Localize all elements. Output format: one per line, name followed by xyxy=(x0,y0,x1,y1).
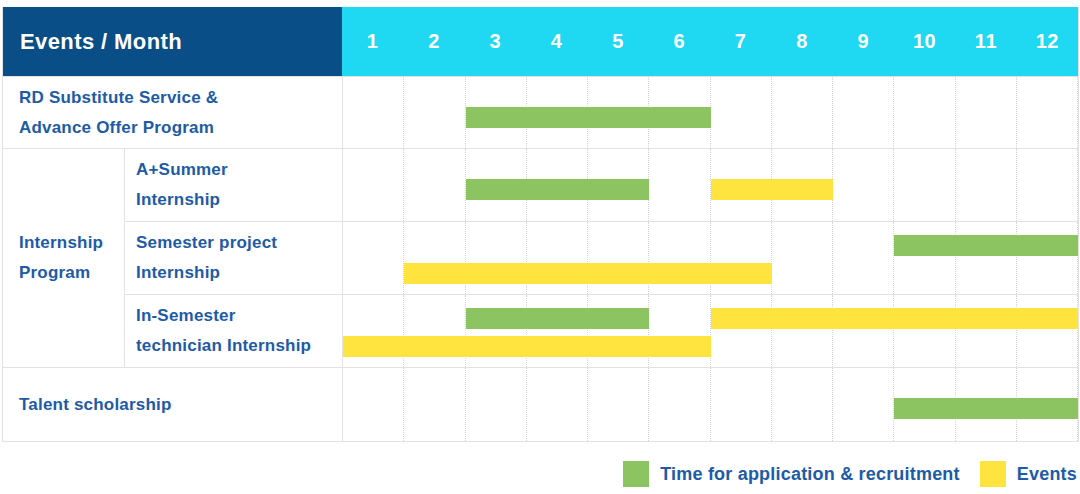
event-bar xyxy=(711,179,834,200)
month-cell xyxy=(956,295,1017,367)
month-cell xyxy=(956,77,1017,148)
row-label-line: Internship xyxy=(136,185,342,215)
corner-header-label: Events / Month xyxy=(20,29,182,55)
row-label-line: Advance Offer Program xyxy=(19,113,342,143)
event-bar xyxy=(711,308,1079,329)
group-label-line: Program xyxy=(19,258,124,288)
month-cell xyxy=(343,149,404,221)
month-cell xyxy=(956,222,1017,294)
month-cell xyxy=(343,368,404,441)
month-cell xyxy=(956,149,1017,221)
gantt-chart: Events / Month 1 2 3 4 5 6 7 8 9 10 11 1… xyxy=(2,7,1079,487)
month-cell xyxy=(894,295,955,367)
corner-header-cell: Events / Month xyxy=(3,7,342,76)
month-header-4: 4 xyxy=(526,7,587,76)
row-label-rd-substitute: RD Substitute Service & Advance Offer Pr… xyxy=(3,76,342,148)
month-cell xyxy=(404,368,465,441)
month-cell xyxy=(772,77,833,148)
row-label-a-plus-summer: A+Summer Internship xyxy=(124,148,342,221)
month-cell xyxy=(404,149,465,221)
group-label-internship-program: Internship Program xyxy=(3,148,124,367)
month-cell xyxy=(711,295,772,367)
month-cell xyxy=(833,222,894,294)
row-label-line: technician Internship xyxy=(136,331,342,361)
legend-item-events: Events xyxy=(980,461,1077,487)
row-label-line: Semester project xyxy=(136,228,342,258)
application-bar xyxy=(894,398,1078,419)
month-header-2: 2 xyxy=(403,7,464,76)
row-label-line: RD Substitute Service & xyxy=(19,83,342,113)
month-cell xyxy=(772,222,833,294)
month-cell xyxy=(894,77,955,148)
row-label-in-semester-technician: In-Semester technician Internship xyxy=(124,294,342,367)
row-label-talent-scholarship: Talent scholarship xyxy=(3,367,342,441)
row-label-semester-project: Semester project Internship xyxy=(124,221,342,294)
month-cell xyxy=(404,77,465,148)
month-header-1: 1 xyxy=(342,7,403,76)
row-months xyxy=(342,221,1078,294)
event-bar xyxy=(343,336,711,357)
application-swatch-icon xyxy=(623,461,649,487)
month-cell xyxy=(833,149,894,221)
legend-item-application: Time for application & recruitment xyxy=(623,461,960,487)
month-header-7: 7 xyxy=(710,7,771,76)
month-cell xyxy=(588,368,649,441)
row-months xyxy=(342,367,1078,441)
month-cell xyxy=(772,368,833,441)
month-cell xyxy=(466,368,527,441)
month-cell xyxy=(1017,149,1078,221)
month-cell xyxy=(1017,77,1078,148)
month-header-12: 12 xyxy=(1017,7,1078,76)
row-label-line: A+Summer xyxy=(136,155,342,185)
month-header-6: 6 xyxy=(649,7,710,76)
month-cell xyxy=(711,368,772,441)
month-cell xyxy=(833,77,894,148)
month-header-8: 8 xyxy=(771,7,832,76)
month-header-row: 1 2 3 4 5 6 7 8 9 10 11 12 xyxy=(342,7,1078,76)
application-bar xyxy=(894,235,1078,256)
month-header-11: 11 xyxy=(955,7,1016,76)
month-cell xyxy=(1017,222,1078,294)
legend-label-events: Events xyxy=(1017,464,1077,485)
month-cell xyxy=(527,368,588,441)
month-cell xyxy=(833,295,894,367)
month-cell xyxy=(772,295,833,367)
legend: Time for application & recruitment Event… xyxy=(2,461,1079,487)
row-months xyxy=(342,76,1078,148)
event-bar xyxy=(404,263,772,284)
month-header-10: 10 xyxy=(894,7,955,76)
month-cell xyxy=(833,368,894,441)
events-swatch-icon xyxy=(980,461,1006,487)
month-cell xyxy=(343,222,404,294)
month-cell xyxy=(1017,295,1078,367)
month-cell xyxy=(649,368,710,441)
row-label-line: Internship xyxy=(136,258,342,288)
events-month-table: Events / Month 1 2 3 4 5 6 7 8 9 10 11 1… xyxy=(2,7,1079,442)
row-months xyxy=(342,148,1078,221)
month-header-9: 9 xyxy=(833,7,894,76)
month-header-3: 3 xyxy=(465,7,526,76)
month-cell xyxy=(894,222,955,294)
month-cell xyxy=(894,149,955,221)
row-label-line: In-Semester xyxy=(136,301,342,331)
group-label-line: Internship xyxy=(19,228,124,258)
month-header-5: 5 xyxy=(587,7,648,76)
application-bar xyxy=(466,179,650,200)
row-months xyxy=(342,294,1078,367)
application-bar xyxy=(466,107,711,128)
legend-label-application: Time for application & recruitment xyxy=(660,464,960,485)
month-cell xyxy=(711,77,772,148)
application-bar xyxy=(466,308,650,329)
month-cell xyxy=(343,77,404,148)
row-label-line: Talent scholarship xyxy=(19,390,342,420)
month-cell xyxy=(649,149,710,221)
